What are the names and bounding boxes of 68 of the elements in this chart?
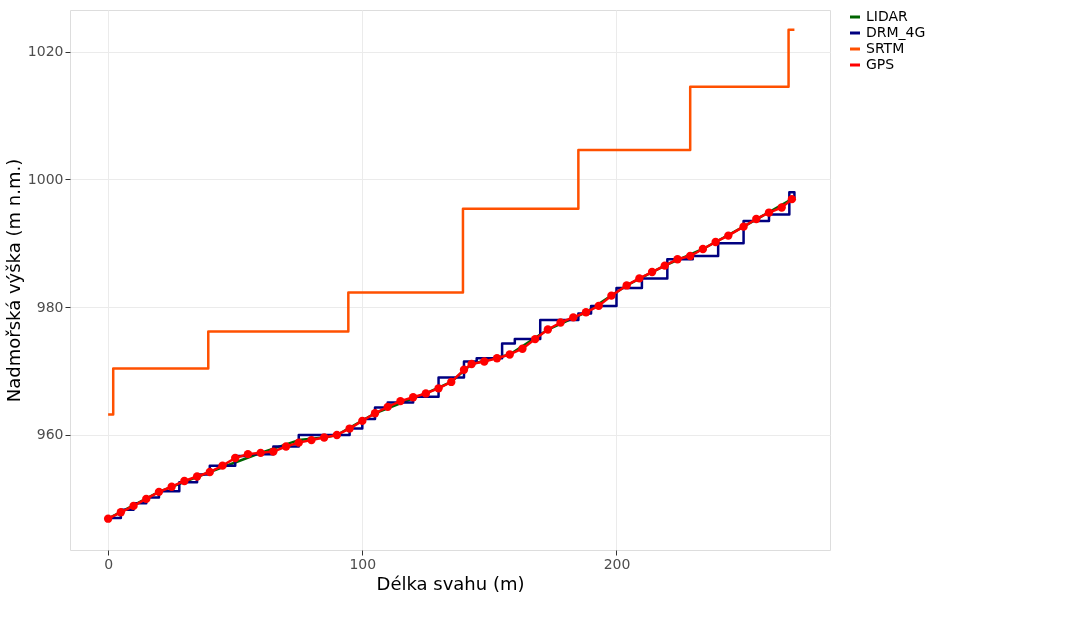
- point: [421, 389, 431, 398]
- x-axis-title: Délka svahu (m): [376, 572, 525, 594]
- legend-label: GPS: [866, 56, 895, 72]
- point: [167, 482, 176, 491]
- point: [129, 501, 138, 511]
- point: [764, 208, 774, 217]
- point: [647, 267, 657, 277]
- point: [556, 318, 565, 327]
- point: [467, 359, 476, 369]
- y-tick-label: 980: [36, 298, 64, 315]
- point: [622, 281, 631, 290]
- point: [752, 214, 761, 224]
- point: [205, 467, 214, 477]
- point: [408, 393, 418, 402]
- y-axis-title: Nadmořská výška (m n.m.): [2, 158, 24, 403]
- y-tick-label: 960: [36, 426, 64, 443]
- point: [396, 396, 405, 406]
- point: [192, 472, 202, 481]
- point: [543, 325, 553, 334]
- point: [447, 377, 456, 387]
- point: [673, 255, 682, 264]
- x-tick-label: 100: [349, 555, 377, 572]
- point: [103, 514, 113, 523]
- point: [739, 222, 748, 231]
- point: [505, 350, 514, 359]
- point: [256, 448, 265, 458]
- point: [635, 274, 644, 283]
- point: [180, 476, 189, 486]
- x-tick-label: 200: [603, 555, 631, 572]
- point: [218, 461, 227, 470]
- point: [518, 344, 527, 353]
- point: [492, 354, 502, 363]
- point: [434, 384, 443, 393]
- x-tick-label: 0: [104, 555, 114, 572]
- point: [787, 194, 797, 204]
- point: [724, 231, 733, 240]
- point: [480, 357, 489, 366]
- point: [711, 237, 720, 247]
- point: [660, 261, 669, 270]
- point: [569, 313, 578, 322]
- point: [370, 409, 380, 418]
- point: [116, 508, 126, 517]
- point: [154, 487, 164, 497]
- point: [281, 442, 291, 451]
- point: [358, 416, 367, 426]
- point: [607, 291, 616, 300]
- point: [777, 203, 786, 212]
- y-tick-label: 1020: [27, 43, 64, 60]
- point: [243, 449, 253, 459]
- point: [686, 251, 695, 261]
- point: [459, 365, 469, 374]
- point: [581, 308, 591, 317]
- legend-label: LIDAR: [866, 8, 909, 24]
- point: [307, 435, 316, 445]
- point: [594, 301, 603, 311]
- point: [345, 424, 354, 433]
- legend-label: DRM_4G: [866, 24, 926, 40]
- point: [142, 494, 151, 504]
- point: [231, 453, 240, 463]
- legend-label: SRTM: [866, 40, 905, 56]
- y-tick-label: 1000: [27, 170, 64, 187]
- point: [320, 433, 329, 442]
- point: [332, 430, 342, 440]
- point: [698, 244, 708, 254]
- point: [383, 402, 392, 412]
- point: [530, 334, 540, 344]
- point: [294, 438, 303, 447]
- point: [269, 447, 278, 456]
